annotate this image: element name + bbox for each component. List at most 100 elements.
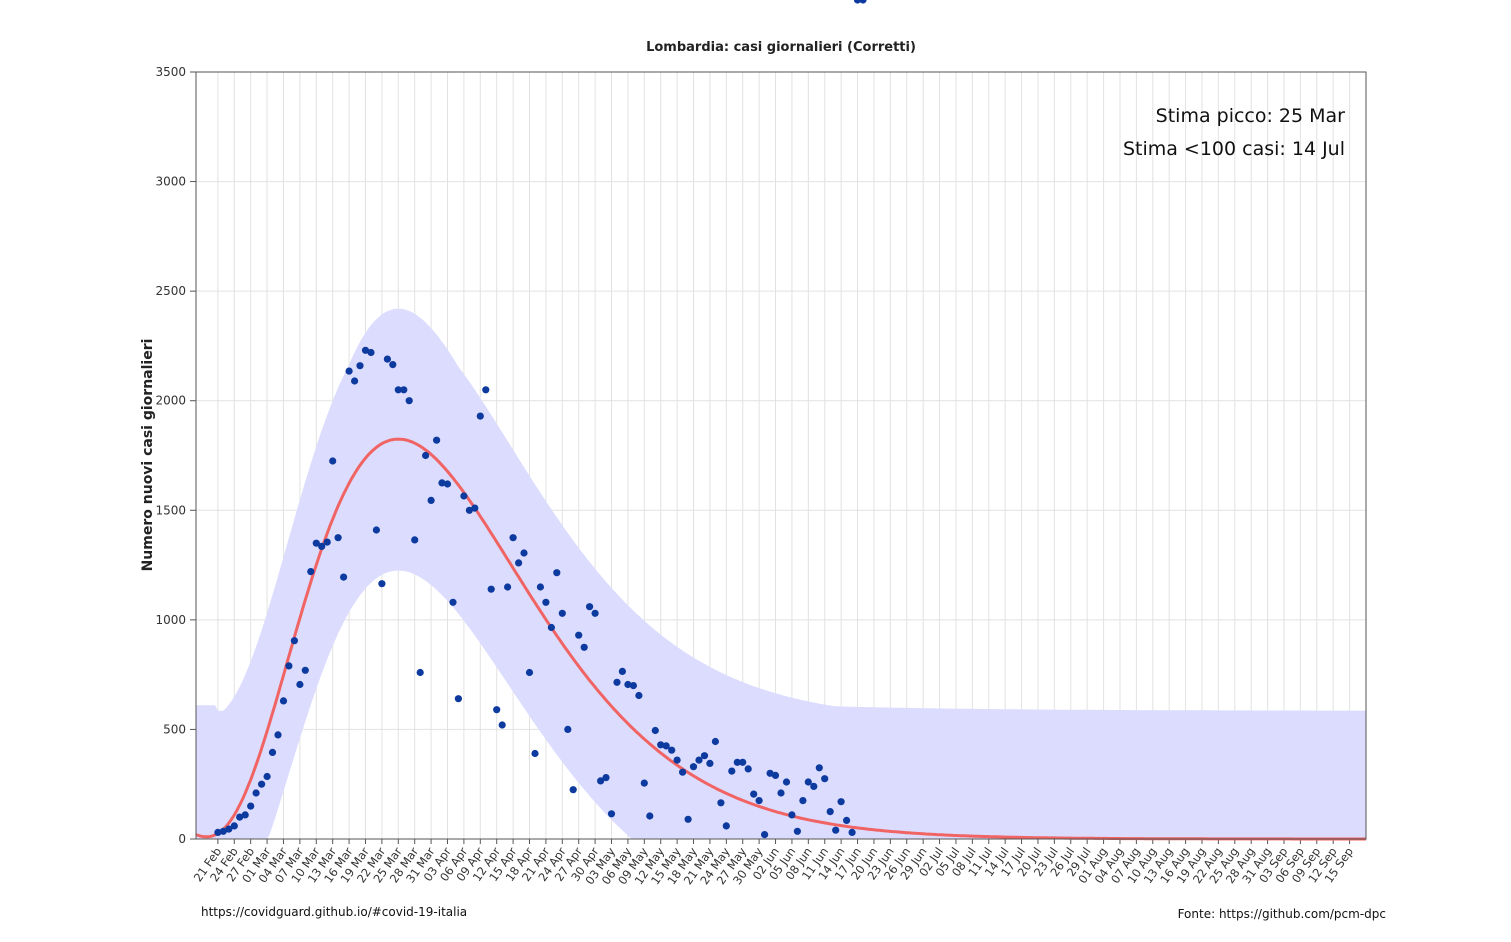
data-point (225, 825, 233, 833)
data-point (378, 580, 386, 588)
footer-source-url[interactable]: https://covidguard.github.io/#covid-19-i… (201, 905, 467, 919)
data-point (575, 631, 583, 639)
data-point (383, 355, 391, 363)
data-point (268, 748, 277, 757)
data-point (564, 725, 572, 734)
y-tick-label: 2500 (155, 284, 186, 298)
data-point (416, 668, 424, 677)
data-point (700, 752, 709, 760)
data-point (274, 731, 282, 739)
data-point (848, 828, 856, 837)
data-point (454, 695, 462, 703)
y-tick-label: 1000 (155, 613, 186, 627)
data-point (788, 811, 796, 819)
chart-title: Lombardia: casi giornalieri (Corretti) (646, 40, 916, 55)
data-point (706, 759, 714, 768)
data-point (640, 779, 648, 787)
data-point (859, 0, 867, 4)
data-point (553, 569, 561, 577)
data-point (722, 822, 730, 830)
below-100-estimate-annotation: Stima <100 casi: 14 Jul (1123, 138, 1345, 160)
data-point (471, 504, 479, 512)
data-point (487, 585, 495, 593)
data-point (536, 583, 545, 591)
peak-estimate-annotation: Stima picco: 25 Mar (1156, 105, 1346, 127)
data-point (520, 549, 528, 557)
data-point (258, 780, 266, 788)
data-point (832, 826, 840, 834)
data-point (673, 756, 681, 764)
data-point (312, 539, 320, 547)
data-point (323, 538, 331, 546)
y-tick-label: 3500 (155, 65, 186, 79)
data-point (318, 542, 326, 551)
data-point (810, 782, 818, 791)
y-tick-label: 3000 (155, 175, 186, 189)
data-point (247, 802, 255, 810)
data-point (793, 827, 802, 835)
data-point (689, 763, 698, 771)
data-point (372, 526, 380, 534)
data-point (629, 682, 638, 690)
data-point (580, 643, 588, 651)
data-point (515, 559, 523, 567)
data-point (662, 742, 670, 750)
data-point (853, 0, 862, 4)
data-point (230, 822, 238, 830)
data-point (509, 534, 517, 542)
data-point (340, 573, 348, 581)
data-point (728, 767, 736, 775)
data-point (433, 436, 441, 444)
data-point (761, 831, 769, 839)
data-point (613, 678, 621, 686)
data-point (307, 568, 315, 576)
data-point (766, 769, 774, 777)
data-point (618, 667, 627, 676)
data-point (646, 812, 654, 820)
data-point (422, 451, 430, 460)
data-point (679, 768, 687, 776)
data-point (241, 811, 249, 819)
data-point (739, 758, 747, 766)
data-point (777, 789, 785, 797)
data-point (558, 609, 566, 617)
y-tick-label: 0 (178, 832, 186, 846)
data-point (334, 534, 342, 542)
data-point (498, 721, 506, 729)
data-point (744, 765, 752, 773)
data-point (367, 348, 375, 357)
data-point (569, 786, 577, 794)
data-point (449, 598, 457, 606)
data-point (290, 637, 298, 645)
data-point (591, 609, 599, 617)
data-point (443, 480, 452, 488)
data-point (602, 774, 610, 782)
data-point (493, 706, 501, 714)
plot-frame (195, 71, 1367, 840)
data-point (607, 810, 616, 818)
data-point (252, 789, 260, 797)
data-point (668, 746, 676, 754)
data-point (345, 367, 353, 375)
data-point (465, 506, 473, 514)
data-point (733, 758, 741, 766)
data-point (750, 790, 758, 798)
data-point (597, 777, 605, 785)
data-point (411, 536, 419, 544)
data-point (547, 623, 556, 632)
y-axis-ticks: 0 500 1000 1500 2000 2500 3000 3500 (155, 65, 196, 846)
data-point (684, 815, 692, 823)
data-point (804, 778, 812, 786)
data-point (263, 772, 271, 781)
data-points (214, 0, 867, 839)
y-tick-label: 2000 (155, 394, 186, 408)
data-point (826, 808, 834, 816)
footer-data-source[interactable]: Fonte: https://github.com/pcm-dpc (1178, 907, 1386, 921)
data-point (389, 361, 397, 369)
y-tick-label: 500 (163, 722, 186, 736)
data-point (394, 386, 402, 394)
data-point (504, 583, 512, 591)
data-point (405, 397, 413, 405)
data-point (815, 764, 823, 772)
